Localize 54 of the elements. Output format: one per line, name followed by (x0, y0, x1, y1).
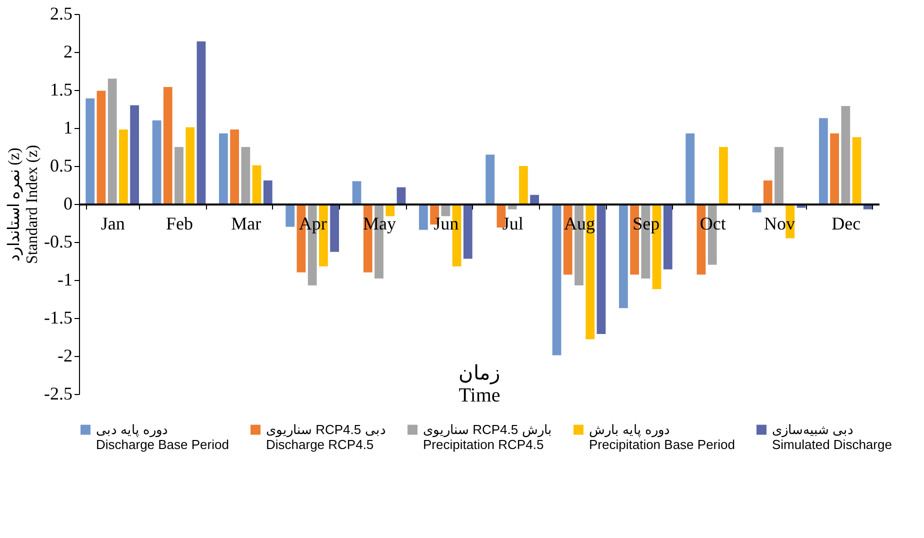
bar (352, 181, 362, 204)
bar (119, 130, 128, 204)
x-tick-label: Oct (700, 214, 726, 234)
bar (196, 41, 206, 204)
bar (663, 204, 672, 270)
bar (174, 147, 184, 204)
bar (108, 78, 117, 204)
y-tick-label: -1 (58, 270, 72, 290)
bar (130, 105, 139, 204)
bar (530, 194, 539, 204)
bar (719, 147, 728, 204)
bar (819, 118, 828, 204)
bar (419, 204, 428, 230)
x-tick-label: Mar (231, 214, 262, 234)
bar (830, 133, 839, 204)
bar (286, 204, 295, 227)
bar (852, 137, 862, 204)
y-tick-label: 1.5 (50, 80, 72, 100)
bar (519, 166, 528, 204)
x-tick-label: Dec (832, 214, 861, 234)
bar (152, 120, 162, 204)
x-tick-label: May (363, 214, 396, 234)
bar (763, 180, 772, 204)
bar (774, 147, 784, 204)
bar (186, 127, 195, 204)
bar (841, 106, 850, 204)
y-tick-label: 1 (64, 118, 72, 138)
bar (163, 86, 172, 204)
bar (619, 204, 628, 308)
y-tick-label: -0.5 (44, 232, 72, 252)
y-tick-label: -2.5 (44, 384, 72, 404)
y-tick-label: 0 (64, 194, 72, 214)
bar (463, 204, 472, 259)
bar (552, 204, 562, 356)
x-tick-label: Feb (166, 214, 193, 234)
bar (241, 147, 250, 204)
y-tick-label: -2 (58, 346, 72, 366)
bar (396, 187, 406, 204)
y-tick-label: -1.5 (44, 308, 72, 328)
bar (96, 90, 106, 204)
bar (263, 180, 272, 204)
bar (596, 204, 606, 334)
bar (686, 133, 695, 204)
bar (252, 165, 262, 204)
bar (219, 133, 228, 204)
y-tick-label: 2 (64, 42, 72, 62)
y-tick-label: 0.5 (50, 156, 72, 176)
bar (86, 98, 95, 204)
x-tick-label: Jul (502, 214, 524, 234)
y-tick-label: 2.5 (50, 4, 72, 24)
bar (486, 154, 495, 204)
x-tick-label: Jan (100, 214, 125, 234)
bar (330, 204, 339, 252)
bar (230, 130, 239, 204)
